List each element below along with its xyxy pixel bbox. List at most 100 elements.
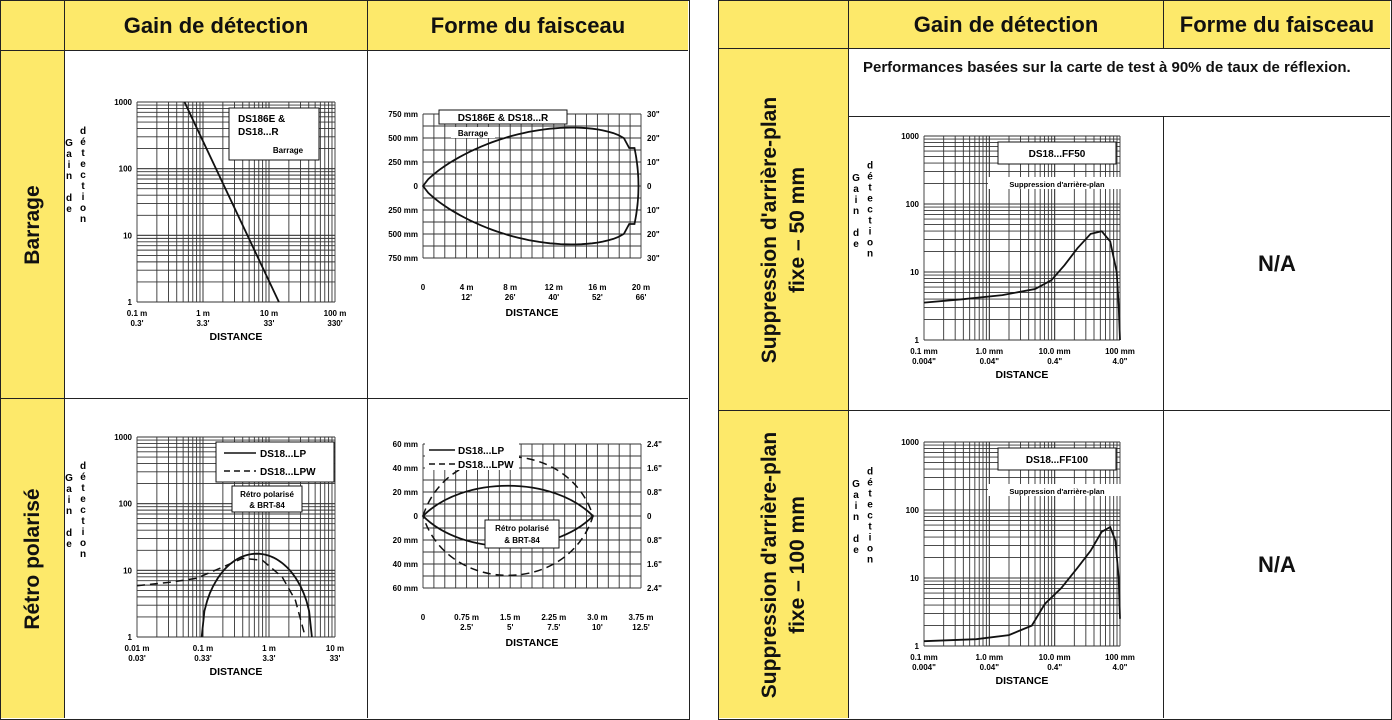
y-label-letter: d xyxy=(80,461,86,472)
y-tick-label-right: 1.6" xyxy=(647,464,662,473)
y-label-letter: e xyxy=(80,494,86,505)
x-tick-label: 3.0 m xyxy=(587,613,607,622)
y-tick-label: 0 xyxy=(414,182,419,191)
x-tick-label-alt: 52' xyxy=(592,293,603,302)
y-tick-label-right: 30" xyxy=(647,110,660,119)
barrage-gain-chart: 1000 100 10 1 0.1 m0.3' 1 m3.3' 10 m33' 100 m33… xyxy=(65,98,347,343)
y-label-letter: t xyxy=(868,522,872,533)
y-label-letter: c xyxy=(867,205,873,216)
legend-label: DS18...LP xyxy=(260,449,306,460)
y-label-letter: e xyxy=(80,159,86,170)
y-label-letter: i xyxy=(855,195,858,206)
ff100-gain-curve xyxy=(923,525,1121,643)
x-tick-label-alt: 0.04" xyxy=(980,663,1000,672)
x-tick-label: 10.0 mm xyxy=(1039,347,1071,356)
y-tick-label: 100 xyxy=(119,500,133,509)
legend-label: Barrage xyxy=(458,129,489,138)
x-tick-label: 1 m xyxy=(262,644,276,653)
y-label-letter: é xyxy=(867,478,873,489)
y-label-letter: t xyxy=(81,516,85,527)
y-label-letter: n xyxy=(853,512,859,523)
x-tick-label: 1.0 mm xyxy=(976,347,1004,356)
y-label-letter: c xyxy=(867,511,873,522)
x-tick-label-alt: 33' xyxy=(330,654,341,663)
barrage-gain-cell xyxy=(65,51,368,399)
y-label-letter: d xyxy=(66,193,72,204)
y-tick-label: 10 xyxy=(910,574,919,583)
y-tick-label-right: 10" xyxy=(647,206,660,215)
y-label-letter: t xyxy=(868,216,872,227)
x-tick-label: 100 m xyxy=(324,309,347,318)
x-tick-label-alt: 4.0" xyxy=(1113,357,1128,366)
y-label-letter: n xyxy=(66,171,72,182)
y-tick-label: 10 xyxy=(123,231,132,240)
y-tick-label-right: 20" xyxy=(647,230,660,239)
x-tick-label: 10 m xyxy=(326,644,344,653)
retro-beam-legend xyxy=(425,440,519,470)
gain-grid xyxy=(923,441,1121,647)
x-tick-label-alt: 5' xyxy=(507,623,513,632)
right-header-beam: Forme du faisceau xyxy=(1164,1,1390,49)
x-axis-label: DISTANCE xyxy=(506,637,559,649)
x-tick-label-alt: 0.4" xyxy=(1047,357,1062,366)
y-label-letter: é xyxy=(867,172,873,183)
y-tick-label: 1 xyxy=(915,642,920,651)
right-table: Gain de détection Forme du faisceau Supp… xyxy=(718,0,1392,720)
legend-label: DS18...FF100 xyxy=(1026,455,1089,466)
legend-label: & BRT-84 xyxy=(249,501,285,510)
legend-label: DS18...R xyxy=(238,127,279,138)
retro-beam-chart: 60 mm 2.4" 40 mm 1.6" 20 mm 0.8" 0 0 20 mm 0.8" 40… xyxy=(393,440,662,649)
x-tick-label: 0.01 m xyxy=(125,644,150,653)
ff50-sub-legend xyxy=(988,177,1126,189)
y-tick-label: 500 mm xyxy=(388,134,418,143)
legend-label: Rétro polarisé xyxy=(495,524,549,533)
y-tick-label: 1 xyxy=(128,633,133,642)
y-label-letter: n xyxy=(867,555,873,566)
ff50-beam-na: N/A xyxy=(1164,117,1390,411)
retro-gain-chart: 1000 100 10 1 0.01 m0.03' 0.1 m0.33' 1 m3.3' 10… xyxy=(65,433,344,678)
x-tick-label: 20 m xyxy=(632,283,650,292)
y-label-letter: c xyxy=(80,505,86,516)
barrage-beam-curve xyxy=(421,126,640,246)
x-tick-label: 1.5 m xyxy=(500,613,520,622)
y-tick-label: 1000 xyxy=(901,438,919,447)
y-tick-label: 40 mm xyxy=(393,560,418,569)
row-label-retro: Rétro polarisé xyxy=(1,399,65,718)
retro-legend-box xyxy=(215,441,335,483)
y-tick-label-right: 20" xyxy=(647,134,660,143)
retro-dash-curve xyxy=(136,557,307,638)
y-label-letter: e xyxy=(853,239,859,250)
left-header-corner xyxy=(1,1,65,51)
beam-legend-box xyxy=(438,109,568,125)
barrage-legend-box xyxy=(228,107,320,161)
y-label-letter: G xyxy=(65,138,73,149)
legend-label: DS18...LPW xyxy=(458,460,514,471)
x-tick-label: 100 mm xyxy=(1105,653,1135,662)
x-tick-label: 0.75 m xyxy=(454,613,479,622)
y-label-letter: o xyxy=(80,203,86,214)
x-tick-label: 16 m xyxy=(588,283,606,292)
x-tick-label: 10.0 mm xyxy=(1039,653,1071,662)
x-tick-label-alt: 2.5' xyxy=(460,623,473,632)
y-label-letter: a xyxy=(853,490,859,501)
legend-label: DS18...LPW xyxy=(260,467,316,478)
gain-grid xyxy=(923,135,1121,341)
x-tick-label-alt: 7.5' xyxy=(547,623,560,632)
legend-label: & BRT-84 xyxy=(504,536,540,545)
y-label-letter: c xyxy=(80,170,86,181)
y-tick-label: 250 mm xyxy=(388,206,418,215)
ff100-gain-cell xyxy=(849,411,1164,718)
x-tick-label-alt: 0.004" xyxy=(912,357,936,366)
left-table: Gain de détection Forme du faisceau Barr… xyxy=(0,0,690,720)
x-tick-label: 0.1 mm xyxy=(910,653,938,662)
y-label-letter: t xyxy=(81,181,85,192)
x-axis-label: DISTANCE xyxy=(210,331,263,343)
y-label-letter: n xyxy=(66,506,72,517)
barrage-beam-cell xyxy=(368,51,688,399)
y-tick-label: 20 mm xyxy=(393,536,418,545)
y-label-letter: d xyxy=(853,228,859,239)
y-label-letter: o xyxy=(867,238,873,249)
x-axis-label: DISTANCE xyxy=(996,675,1049,687)
y-tick-label: 1000 xyxy=(114,433,132,442)
y-tick-label: 100 xyxy=(906,506,920,515)
